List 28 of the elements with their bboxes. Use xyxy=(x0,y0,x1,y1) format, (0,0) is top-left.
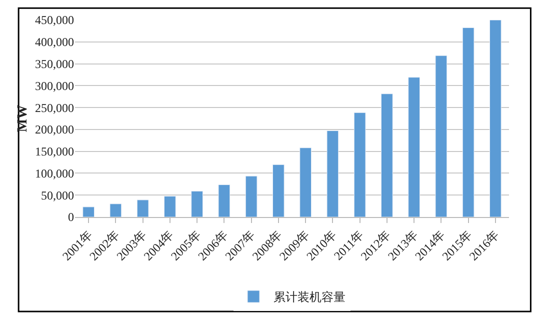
bar xyxy=(489,20,502,217)
y-tick-label: 400,000 xyxy=(35,35,74,50)
bar xyxy=(354,112,366,217)
bar xyxy=(136,200,149,217)
bar xyxy=(462,27,474,217)
bar xyxy=(326,130,339,217)
bar xyxy=(164,196,176,217)
y-tick-label: 100,000 xyxy=(35,166,74,180)
bar xyxy=(110,204,122,217)
bar xyxy=(218,184,230,217)
bar xyxy=(435,55,448,217)
bar xyxy=(380,94,393,217)
bar xyxy=(245,176,258,217)
y-tick-label: 50,000 xyxy=(41,188,74,202)
y-tick-label: 200,000 xyxy=(35,122,74,137)
y-tick-label: 300,000 xyxy=(35,78,74,93)
bar xyxy=(191,190,204,217)
y-tick-label: 450,000 xyxy=(35,13,74,28)
bar xyxy=(82,206,95,217)
legend-label: 累计装机容量 xyxy=(274,290,346,304)
y-axis-title: MW xyxy=(16,104,31,132)
y-tick-label: 150,000 xyxy=(35,144,74,159)
y-tick-label: 0 xyxy=(68,210,74,224)
bar xyxy=(272,164,284,217)
bar xyxy=(408,77,420,217)
bar xyxy=(300,148,312,217)
y-tick-label: 250,000 xyxy=(35,100,74,115)
y-tick-label: 350,000 xyxy=(35,56,74,71)
